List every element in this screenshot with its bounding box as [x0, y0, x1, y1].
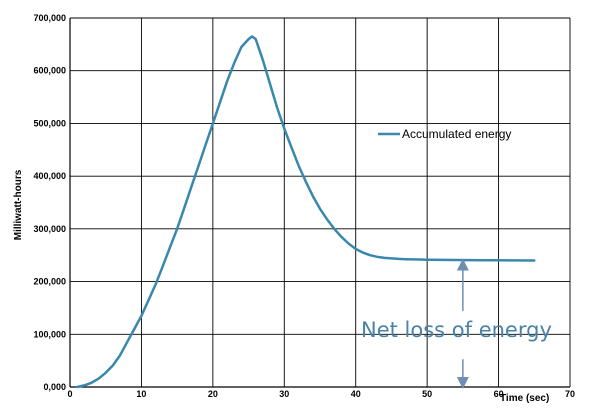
legend-label-accumulated-energy: Accumulated energy	[402, 127, 511, 141]
annotation: Net loss of energy	[361, 258, 552, 389]
x-tick-label: 30	[279, 389, 289, 399]
x-tick-label: 40	[351, 389, 361, 399]
x-tick-label: 20	[208, 389, 218, 399]
y-tick-label: 300,000	[33, 224, 66, 234]
x-axis-title: Time (sec)	[500, 393, 549, 404]
legend: Accumulated energy	[378, 127, 511, 141]
y-tick-label: 700,000	[33, 13, 66, 23]
x-tick-label: 50	[422, 389, 432, 399]
y-tick-label: 0,000	[43, 382, 66, 392]
y-tick-label: 500,000	[33, 118, 66, 128]
net-loss-annotation: Net loss of energy	[361, 318, 552, 342]
grid	[69, 17, 571, 388]
y-tick-label: 200,000	[33, 277, 66, 287]
x-tick-label: 70	[565, 389, 575, 399]
y-tick-label: 400,000	[33, 171, 66, 181]
tick-labels: 0,000 100,000 200,000 300,000 400,000 500,000…	[33, 13, 575, 399]
x-tick-label: 10	[136, 389, 146, 399]
series-layer	[75, 35, 536, 389]
y-tick-label: 100,000	[33, 329, 66, 339]
x-tick-label: 60	[494, 389, 504, 399]
y-axis-title: Milliwatt-hours	[13, 169, 24, 240]
series-line	[75, 35, 536, 389]
x-tick-label: 0	[67, 389, 72, 399]
y-tick-label: 600,000	[33, 66, 66, 76]
